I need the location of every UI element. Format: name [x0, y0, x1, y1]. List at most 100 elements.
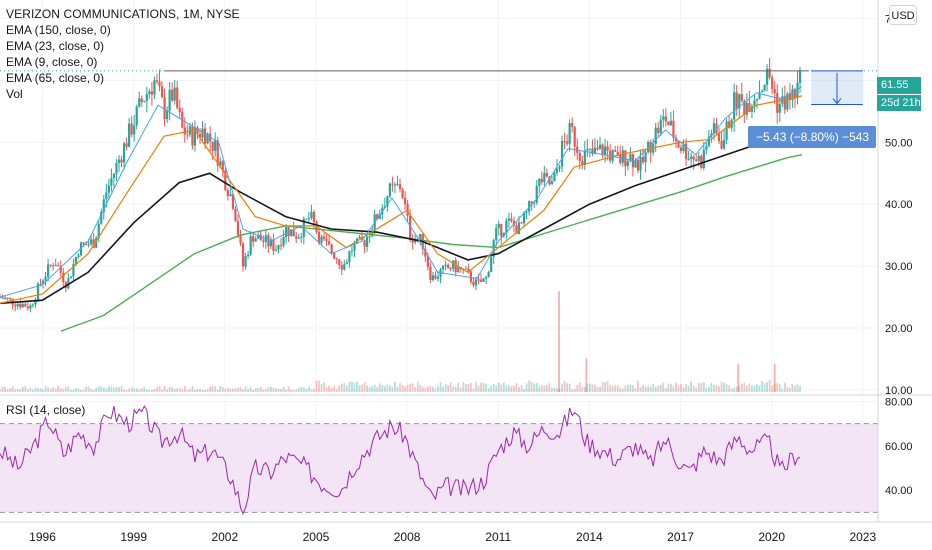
volume-bar: [277, 389, 280, 392]
candle-body: [659, 119, 662, 133]
candle-body: [444, 264, 447, 266]
candle-body: [786, 93, 789, 110]
chart-title: VERIZON COMMUNICATIONS, 1M, NYSE: [6, 7, 240, 21]
candle-body: [140, 98, 143, 102]
volume-bar: [262, 389, 265, 392]
chart-legend: VERIZON COMMUNICATIONS, 1M, NYSE EMA (15…: [6, 6, 240, 102]
candle-body: [219, 161, 222, 166]
volume-bar: [368, 387, 371, 392]
volume-bar: [791, 383, 794, 392]
candle-body: [745, 102, 748, 115]
volume-bar: [151, 389, 153, 392]
volume-bar: [566, 383, 569, 392]
volume-bar: [419, 385, 422, 392]
candle-body: [490, 256, 493, 273]
candle-body: [687, 159, 690, 161]
volume-bar: [426, 386, 429, 392]
candle-body: [272, 239, 275, 251]
candle-body: [36, 283, 40, 300]
candle-body: [596, 147, 599, 150]
volume-bar: [325, 387, 328, 392]
candle-body: [221, 161, 224, 171]
volume-bar: [432, 386, 434, 392]
volume-bar: [113, 387, 115, 392]
volume-bar: [254, 388, 257, 392]
volume-bar: [54, 388, 57, 392]
volume-bar: [758, 385, 761, 392]
volume-bar: [675, 382, 677, 392]
volume-bar: [538, 386, 541, 392]
volume-bar: [130, 387, 133, 392]
volume-bar: [1, 386, 4, 392]
volume-bar: [480, 382, 482, 392]
candle-body: [436, 276, 440, 279]
volume-bar: [599, 386, 601, 392]
volume-bar: [148, 389, 151, 392]
volume-bar: [264, 389, 267, 392]
candle-body: [728, 121, 731, 128]
bar-countdown: 25d 21h: [877, 95, 921, 111]
candle-body: [776, 93, 779, 113]
candle-body: [338, 259, 341, 266]
volume-bar: [642, 385, 644, 392]
candle-body: [133, 125, 136, 135]
volume-bar: [664, 387, 667, 392]
candle-body: [198, 133, 202, 138]
candle-body: [563, 140, 566, 142]
candle-body: [378, 214, 381, 220]
legend-ema150[interactable]: EMA (150, close, 0): [6, 23, 111, 37]
legend-volume[interactable]: Vol: [6, 87, 23, 101]
volume-bar: [761, 381, 763, 392]
candle-body: [102, 199, 105, 213]
candle-body: [702, 149, 705, 169]
candle-body: [720, 141, 723, 149]
volume-bar: [687, 385, 690, 392]
volume-bar: [216, 389, 219, 392]
candle-body: [47, 264, 50, 277]
volume-bar: [467, 384, 470, 392]
volume-bar: [614, 384, 617, 392]
rsi-legend[interactable]: RSI (14, close): [6, 403, 86, 417]
candle-body: [241, 243, 245, 267]
candle-body: [454, 260, 457, 273]
volume-spike: [773, 364, 776, 392]
candle-body: [226, 190, 229, 196]
candle-body: [317, 231, 321, 243]
volume-bar: [416, 381, 419, 392]
volume-bar: [766, 381, 769, 392]
measure-label[interactable]: −5.43 (−8.80%) −543: [748, 126, 876, 148]
volume-bar: [783, 382, 786, 392]
candle-body: [568, 123, 571, 144]
volume-bar: [183, 386, 186, 392]
volume-bar: [768, 380, 771, 392]
volume-bar: [338, 385, 341, 392]
candle-body: [310, 212, 313, 219]
candle-body: [522, 212, 526, 224]
legend-ema9[interactable]: EMA (9, close, 0): [6, 55, 98, 69]
volume-bar: [26, 389, 29, 392]
volume-bar: [320, 383, 323, 392]
volume-bar: [0, 389, 1, 392]
candle-body: [363, 240, 366, 247]
candle-body: [391, 183, 394, 185]
volume-bar: [647, 386, 650, 392]
candle-body: [335, 258, 338, 260]
legend-ema65[interactable]: EMA (65, close, 0): [6, 71, 105, 85]
currency-button[interactable]: USD: [889, 5, 917, 25]
volume-bar: [133, 388, 136, 392]
candle-body: [679, 147, 683, 152]
candle-body: [753, 100, 756, 107]
candle-body: [282, 237, 285, 246]
volume-bar: [728, 385, 731, 392]
candle-body: [376, 214, 379, 220]
volume-bar: [237, 387, 239, 392]
y-tick-label: 30.00: [885, 261, 913, 273]
volume-bar: [77, 388, 80, 392]
candle-body: [34, 299, 37, 305]
legend-ema23[interactable]: EMA (23, close, 0): [6, 39, 105, 53]
volume-bar: [82, 389, 85, 392]
volume-bar: [771, 385, 774, 392]
volume-bars: [0, 291, 801, 392]
volume-bar: [224, 388, 227, 392]
